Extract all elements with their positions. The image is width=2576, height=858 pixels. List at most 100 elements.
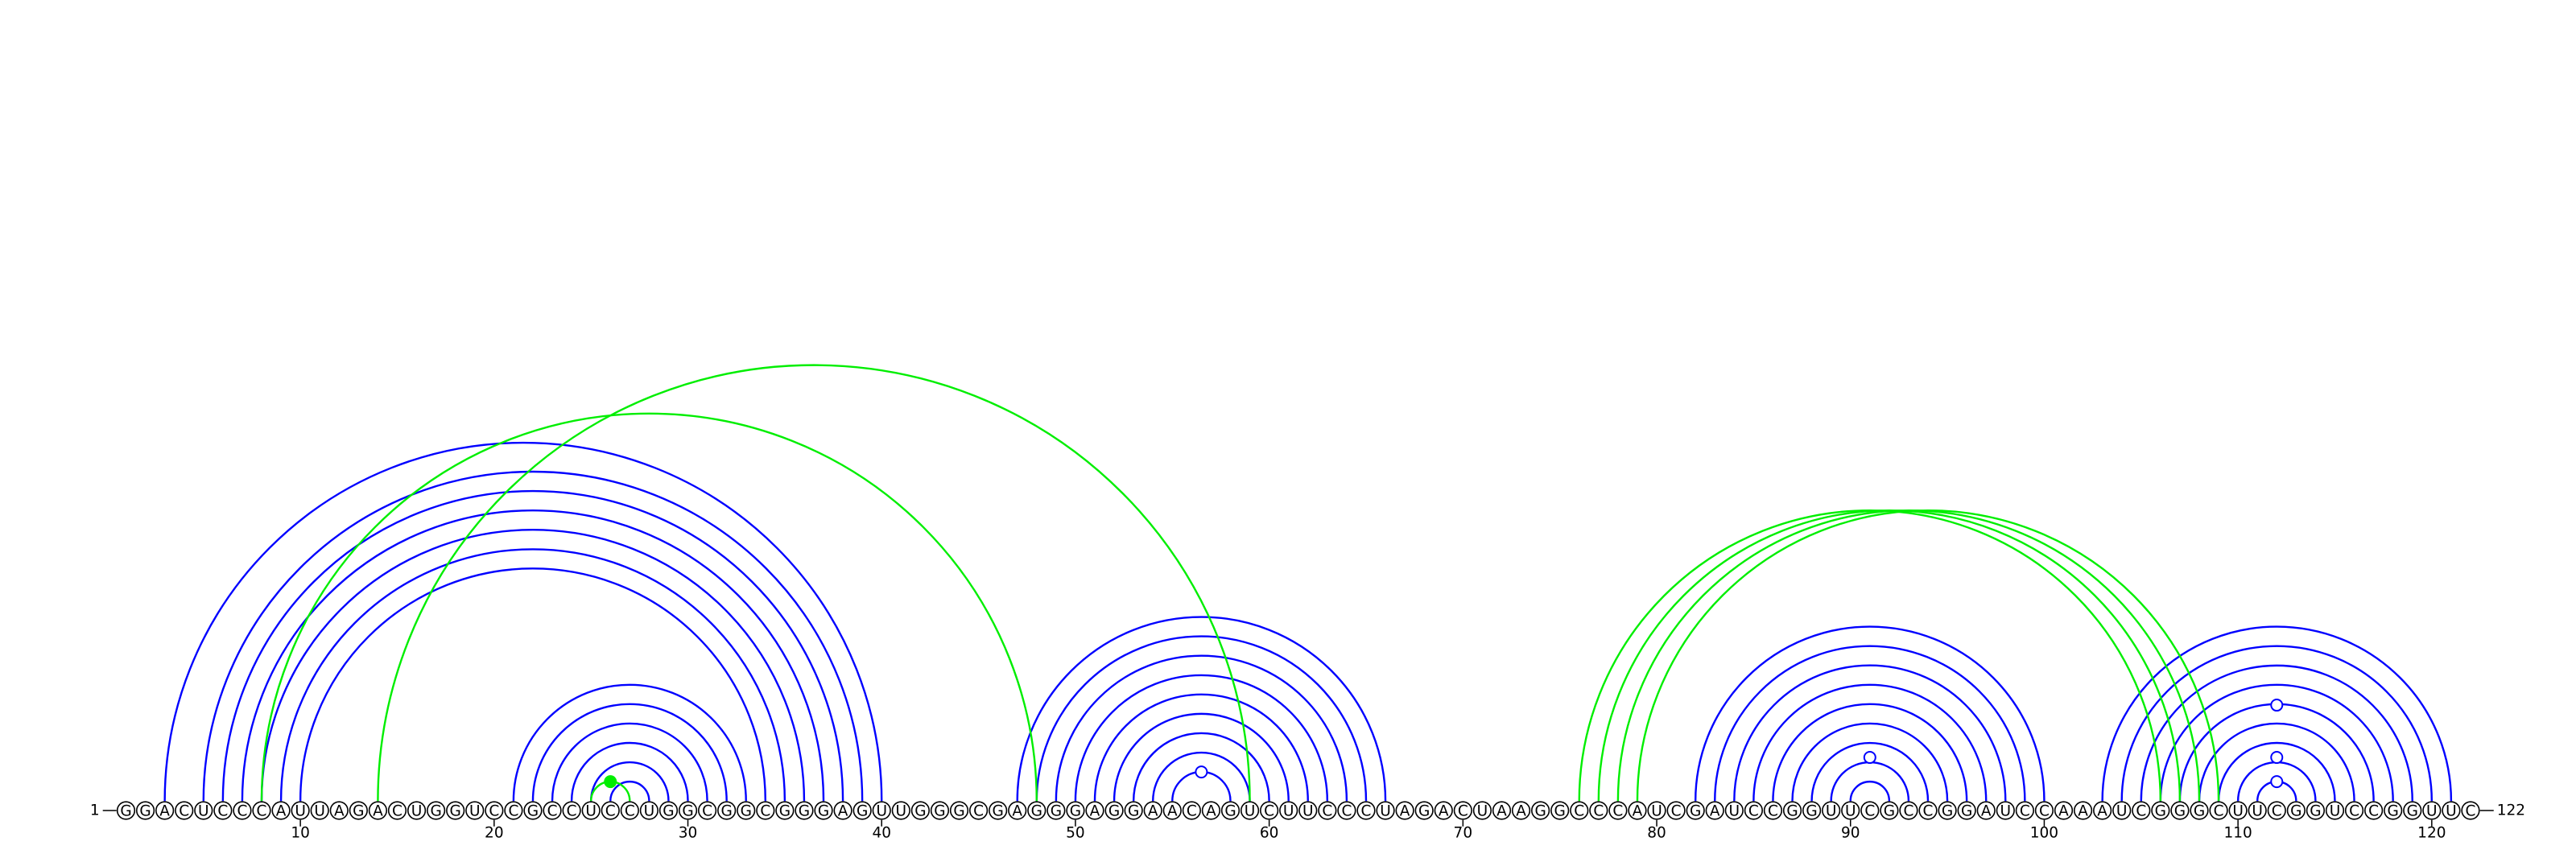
nucleotide: C [601, 801, 620, 820]
nucleotide-letter: G [527, 803, 539, 820]
nucleotide-letter: G [2194, 803, 2205, 820]
nucleotide-letter: C [508, 803, 518, 820]
nucleotide-circle [2209, 801, 2228, 820]
nucleotide-letter: A [373, 803, 383, 820]
nucleotide-letter: C [1864, 803, 1875, 820]
nucleotide: G [1686, 801, 1705, 820]
nucleotide-letter: U [314, 803, 325, 820]
nucleotide-circle [2054, 801, 2074, 820]
nucleotide: U [891, 801, 910, 820]
nucleotide-letter: G [2290, 803, 2301, 820]
nucleotide-circle [1008, 801, 1027, 820]
base-pair-arc [512, 683, 747, 802]
nucleotide-letter: C [2039, 803, 2050, 820]
nucleotide-circle [427, 801, 446, 820]
nucleotide-letter: U [1826, 803, 1837, 820]
tick-label: 40 [872, 825, 891, 842]
nucleotide: G [1550, 801, 1570, 820]
nucleotide-circle [2228, 801, 2248, 820]
nucleotide-circle [737, 801, 756, 820]
nucleotide: U [581, 801, 601, 820]
nucleotide-circle [1279, 801, 1298, 820]
nucleotide-letter: U [644, 803, 655, 820]
nucleotide-letter: A [2078, 803, 2088, 820]
nucleotide: A [271, 801, 291, 820]
nucleotide-letter: G [353, 803, 364, 820]
nucleotide-circle [2461, 801, 2480, 820]
nucleotide-letter: A [1206, 803, 1216, 820]
pair-marker [604, 775, 617, 789]
nucleotide-circle [1550, 801, 1570, 820]
nucleotide: A [1162, 801, 1182, 820]
base-pair-arc [260, 529, 806, 802]
nucleotide: A [1492, 801, 1512, 820]
nucleotide-letter: C [392, 803, 402, 820]
nucleotide: G [1046, 801, 1066, 820]
nucleotide-letter: G [1806, 803, 1817, 820]
nucleotide-letter: C [605, 803, 616, 820]
nucleotide-circle [601, 801, 620, 820]
nucleotide: G [2306, 801, 2326, 820]
nucleotide-letter: G [2310, 803, 2321, 820]
nucleotide-letter: C [1458, 803, 1468, 820]
nucleotide-letter: C [1923, 803, 1934, 820]
base-pair-arc [570, 741, 689, 802]
nucleotide-letter: C [1903, 803, 1913, 820]
base-pair-arc [609, 781, 650, 802]
nucleotide-letter: C [1768, 803, 1778, 820]
nucleotide: A [2073, 801, 2093, 820]
nucleotide-circle [2422, 801, 2442, 820]
nucleotide: C [233, 801, 252, 820]
base-pair-arc [589, 761, 670, 802]
nucleotide: G [446, 801, 465, 820]
nucleotide: G [2151, 801, 2170, 820]
nucleotide: C [387, 801, 407, 820]
base-pair-arc [1752, 683, 1988, 802]
base-pair-arc [299, 567, 767, 802]
nucleotide-letter: G [682, 803, 693, 820]
nucleotide: A [329, 801, 349, 820]
pair-marker [2270, 699, 2284, 712]
nucleotide-letter: A [1633, 803, 1643, 820]
nucleotide-letter: U [1380, 803, 1391, 820]
nucleotide: U [1472, 801, 1492, 820]
nucleotide-circle [2442, 801, 2461, 820]
nucleotide-letter: G [1031, 803, 1042, 820]
nucleotide-circle [1162, 801, 1182, 820]
nucleotide-letter: C [2214, 803, 2224, 820]
nucleotide-letter: A [2097, 803, 2107, 820]
nucleotide-circle [2306, 801, 2326, 820]
nucleotide-circle [1434, 801, 1453, 820]
pair-marker [1863, 751, 1876, 765]
tick-label: 30 [679, 825, 698, 842]
base-pair-arc [1093, 693, 1309, 802]
nucleotide-circle [543, 801, 562, 820]
nucleotide-circle [135, 801, 155, 820]
nucleotide-letter: U [1302, 803, 1314, 820]
nucleotide: G [2384, 801, 2403, 820]
nucleotide-letter: G [1224, 803, 1236, 820]
nucleotide-letter: A [334, 803, 345, 820]
nucleotide-circle [2151, 801, 2170, 820]
nucleotide-circle [717, 801, 737, 820]
nucleotide-letter: A [1710, 803, 1720, 820]
nucleotide: G [427, 801, 446, 820]
nucleotide-letter: C [2466, 803, 2476, 820]
nucleotide: U [1724, 801, 1744, 820]
nucleotide-letter: C [179, 803, 189, 820]
nucleotide: A [833, 801, 852, 820]
nucleotide: C [1918, 801, 1938, 820]
nucleotide: G [1104, 801, 1124, 820]
nucleotide-letter: U [1477, 803, 1488, 820]
nucleotide: G [949, 801, 969, 820]
nucleotide-circle [1976, 801, 1996, 820]
nucleotide-circle [368, 801, 388, 820]
nucleotide-circle [1686, 801, 1705, 820]
nucleotide-letter: C [237, 803, 247, 820]
nucleotide-letter: U [1245, 803, 1256, 820]
nucleotide-circle [1957, 801, 1976, 820]
nucleotide: C [1453, 801, 1472, 820]
base-pair-arc [531, 703, 728, 802]
